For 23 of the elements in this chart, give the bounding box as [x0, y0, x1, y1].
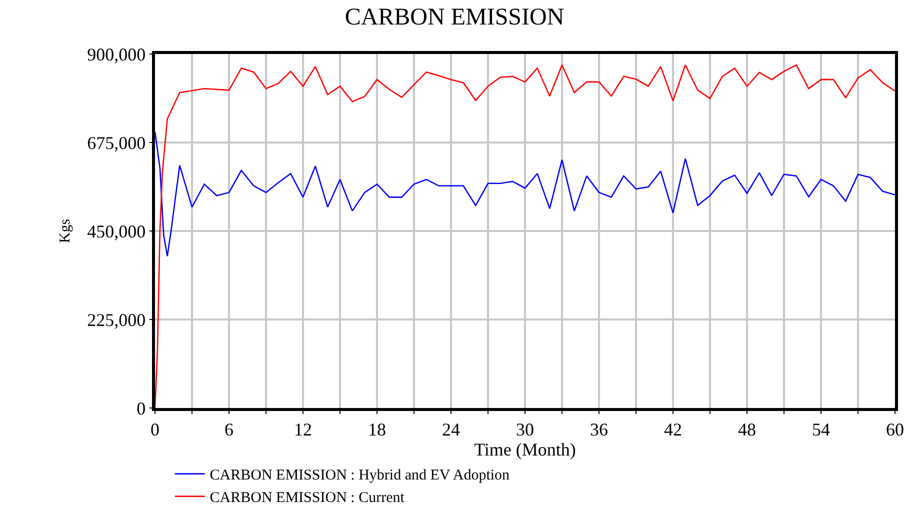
x-tick-label: 54: [812, 419, 830, 440]
x-tick-label: 0: [150, 419, 160, 440]
x-tick-label: 36: [590, 419, 608, 440]
y-tick-label: 450,000: [87, 221, 146, 242]
line-series: [155, 64, 895, 408]
x-tick-label: 60: [886, 419, 904, 440]
x-axis-title: Time (Month): [474, 439, 576, 460]
y-axis-title: Kgs: [57, 218, 74, 244]
line-series: [155, 131, 895, 257]
y-tick-label: 675,000: [87, 132, 146, 153]
x-tick-label: 30: [516, 419, 534, 440]
chart-title: CARBON EMISSION: [344, 4, 564, 31]
x-tick-label: 24: [442, 419, 460, 440]
legend-label: CARBON EMISSION : Current: [210, 490, 406, 506]
y-tick-label: 900,000: [87, 44, 146, 64]
x-tick-label: 48: [738, 419, 756, 440]
legend-label: CARBON EMISSION : Hybrid and EV Adoption: [210, 468, 510, 484]
x-tick-label: 18: [368, 419, 386, 440]
x-tick-label: 6: [224, 419, 234, 440]
x-tick-label: 42: [664, 419, 682, 440]
x-tick-label: 12: [294, 419, 312, 440]
y-tick-label: 0: [136, 398, 146, 418]
y-tick-label: 225,000: [87, 310, 146, 330]
